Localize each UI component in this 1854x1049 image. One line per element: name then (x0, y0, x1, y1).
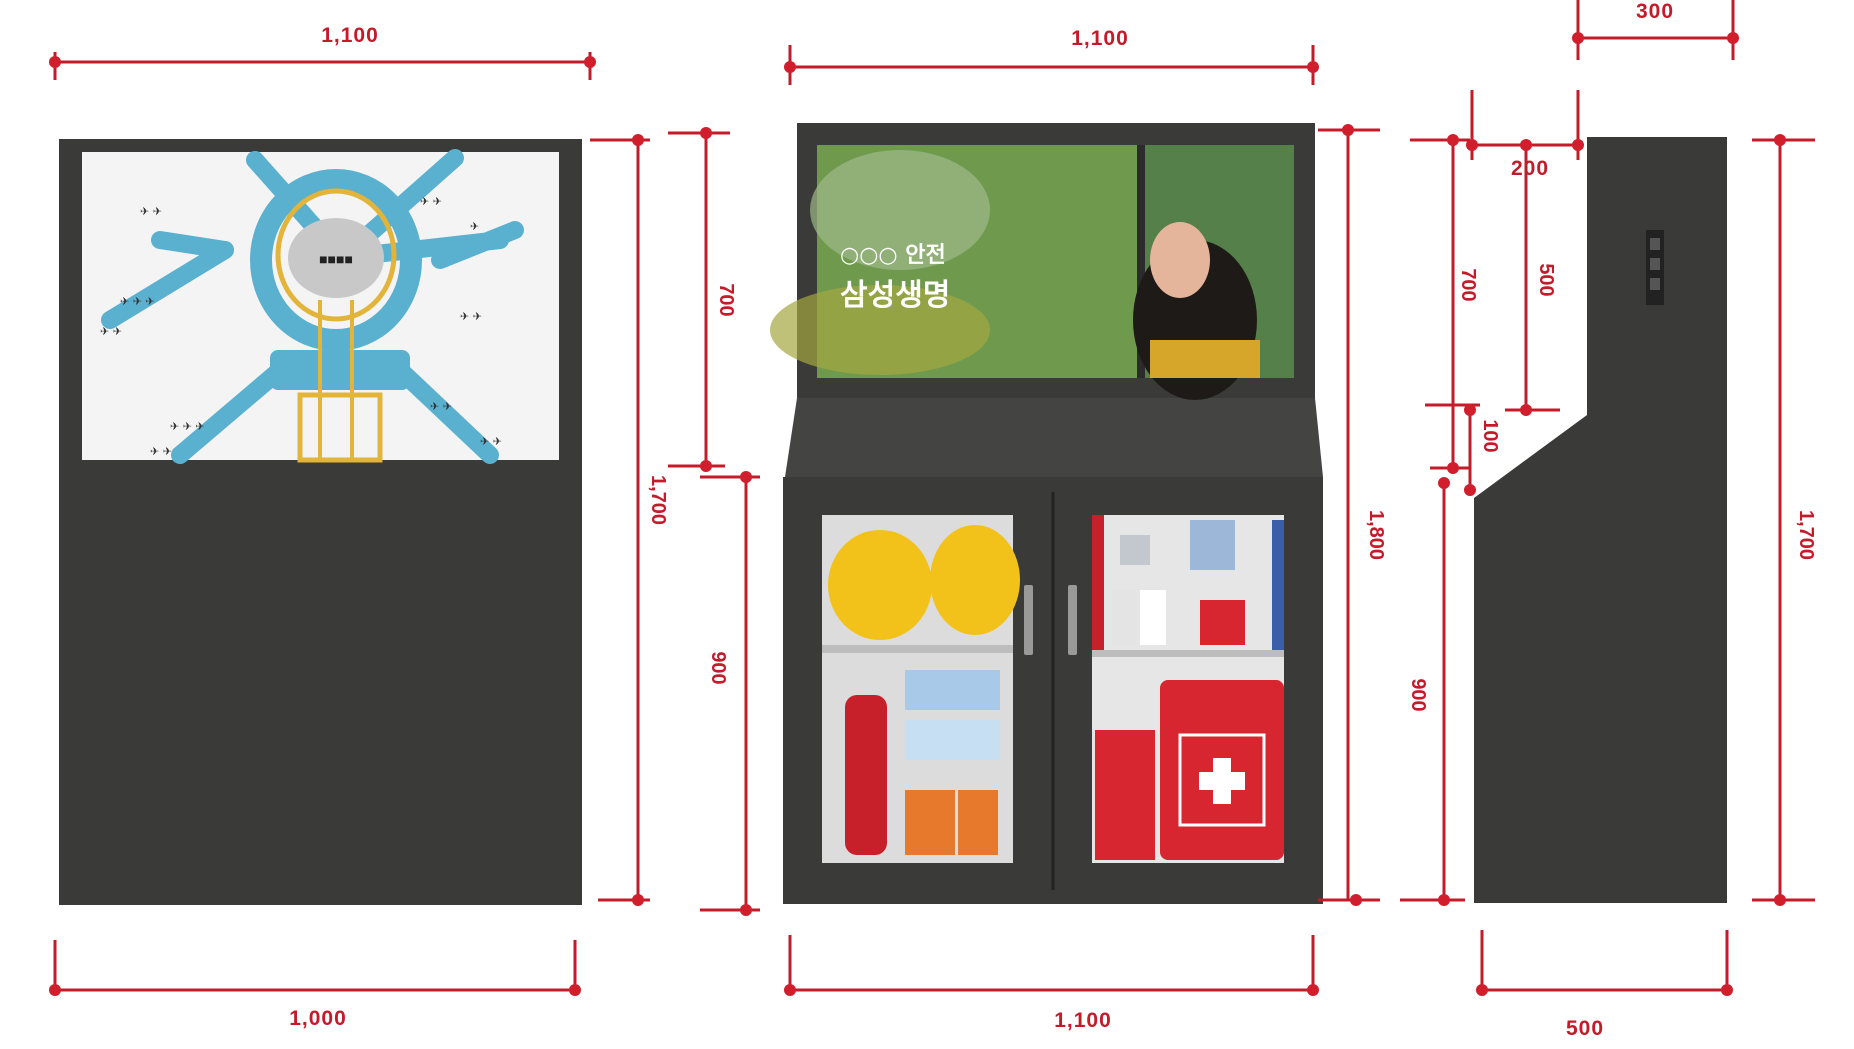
center-total-height-label: 1,800 (1365, 510, 1387, 560)
front-height-label: 1,700 (647, 475, 669, 525)
svg-text:✈ ✈: ✈ ✈ (460, 310, 482, 323)
screen-text-1: ○○○ 안전 (840, 243, 946, 268)
right-door-handle (1068, 585, 1077, 655)
svg-text:✈ ✈ ✈: ✈ ✈ ✈ (120, 295, 155, 308)
center-cabinet-height-label: 900 (707, 651, 729, 684)
side-slope-height-label: 100 (1479, 419, 1501, 452)
side-screen-inner-label: 500 (1535, 263, 1557, 296)
front-bottom-width-label: 1,000 (289, 1007, 347, 1030)
svg-text:■■■■: ■■■■ (319, 251, 353, 267)
front-view: ■■■■ ✈ ✈ ✈ ✈ ✈ ✈ ✈ ✈ ✈ ✈ ✈ ✈ ✈ ✈ ✈ ✈ ✈ ✈ ✈ ✈ … (49, 24, 669, 1030)
screen-text-2: 삼성생명 (840, 278, 950, 313)
svg-text:✈ ✈: ✈ ✈ (420, 195, 442, 208)
right-door-window (1092, 515, 1284, 863)
left-door-window (822, 515, 1020, 863)
airport-map-screen: ■■■■ ✈ ✈ ✈ ✈ ✈ ✈ ✈ ✈ ✈ ✈ ✈ ✈ ✈ ✈ ✈ ✈ ✈ ✈ ✈ ✈ … (82, 149, 559, 464)
svg-text:✈ ✈: ✈ ✈ (430, 400, 452, 413)
svg-text:✈: ✈ (470, 220, 479, 233)
side-bottom-depth-label: 500 (1566, 1017, 1604, 1040)
side-view: 300 200 700 500 100 900 1,700 (1400, 0, 1817, 1040)
side-lower-height-label: 900 (1407, 678, 1429, 711)
helmet-icon (930, 525, 1020, 635)
fire-extinguisher-icon (845, 695, 887, 855)
helmet-icon (828, 530, 932, 640)
center-view: ○○○ 안전 삼성생명 (668, 27, 1387, 1032)
side-total-height-label: 1,700 (1795, 510, 1817, 560)
center-top-width-label: 1,100 (1071, 27, 1129, 50)
side-screen-height-label: 700 (1457, 268, 1479, 301)
svg-text:✈ ✈: ✈ ✈ (150, 445, 172, 458)
side-top-offset-label: 200 (1511, 157, 1549, 180)
svg-text:✈ ✈: ✈ ✈ (140, 205, 162, 218)
center-slope (785, 398, 1323, 477)
svg-text:✈ ✈ ✈: ✈ ✈ ✈ (170, 420, 205, 433)
front-top-width-label: 1,100 (321, 24, 379, 47)
side-top-depth-label: 300 (1636, 0, 1674, 23)
center-screen-height-label: 700 (715, 283, 737, 316)
svg-text:✈ ✈: ✈ ✈ (100, 325, 122, 338)
svg-text:✈ ✈: ✈ ✈ (480, 435, 502, 448)
center-bottom-width-label: 1,100 (1054, 1009, 1112, 1032)
left-door-handle (1024, 585, 1033, 655)
side-profile (1474, 137, 1727, 903)
video-screen: ○○○ 안전 삼성생명 (770, 145, 1294, 400)
